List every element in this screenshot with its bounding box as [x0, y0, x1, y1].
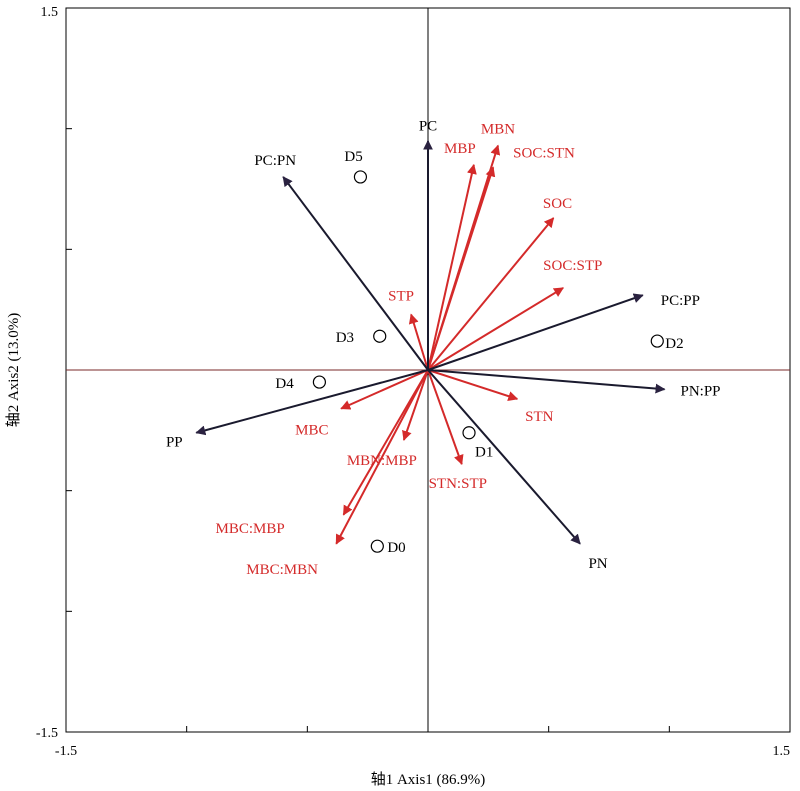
plant-arrow-pn	[427, 369, 581, 545]
plant-arrow-pc-pp	[427, 293, 644, 371]
plant-label-pc-pn: PC:PN	[254, 153, 296, 169]
x-axis-title: 轴1 Axis1 (86.9%)	[371, 771, 486, 788]
soil-label-mbn-mbp: MBN:MBP	[347, 453, 417, 469]
x-tick-left: -1.5	[55, 744, 77, 759]
soil-arrow-stp	[408, 313, 429, 371]
site-label-d2: D2	[665, 336, 683, 352]
soil-arrow-stn	[427, 369, 519, 401]
soil-arrow-mbc	[340, 369, 429, 410]
plant-label-pc: PC	[419, 119, 437, 135]
soil-arrow-soc	[427, 217, 555, 371]
site-point-d0	[370, 539, 384, 553]
plant-arrow-pn-pp	[427, 369, 666, 394]
soil-arrow-mbp	[427, 163, 477, 371]
soil-label-mbn: MBN	[481, 122, 515, 138]
axis-ticks	[65, 7, 791, 733]
soil-label-mbp: MBP	[444, 141, 476, 157]
plant-label-pp: PP	[166, 435, 183, 451]
soil-arrow-mbc-mbn	[335, 369, 429, 545]
soil-label-soc-stn: SOC:STN	[513, 145, 575, 161]
site-label-d4: D4	[275, 376, 294, 392]
site-label-d0: D0	[387, 540, 405, 556]
site-point-d4	[312, 375, 326, 389]
site-label-d3: D3	[336, 330, 354, 346]
y-axis-title: 轴2 Axis2 (13.0%)	[5, 313, 22, 428]
plant-arrow-pc-pn	[282, 176, 429, 371]
soil-label-mbc-mbp: MBC:MBP	[216, 521, 285, 537]
soil-label-mbc-mbn: MBC:MBN	[246, 562, 318, 578]
site-label-d1: D1	[475, 445, 493, 461]
soil-arrow-mbc-mbp	[342, 369, 429, 516]
site-point-d5	[353, 170, 368, 184]
soil-label-stp: STP	[388, 288, 414, 304]
soil-arrow-stn-stp	[427, 369, 464, 466]
plant-vectors: PC PC:PN PC:PP PN:PP PN PP	[166, 119, 721, 572]
soil-arrow-soc-stn	[427, 166, 496, 371]
site-point-d1	[462, 426, 476, 440]
soil-label-mbc: MBC	[295, 423, 328, 439]
site-point-d3	[373, 329, 387, 343]
soil-label-soc-stp: SOC:STP	[543, 258, 602, 274]
plant-label-pc-pp: PC:PP	[661, 293, 700, 309]
site-label-d5: D5	[344, 149, 362, 165]
soil-arrow-mbn-mbp	[402, 369, 429, 441]
y-tick-bottom: -1.5	[36, 726, 58, 741]
soil-vectors: MBN MBP SOC:STN SOC SOC:STP STP STN MBC MBN:MBP S…	[216, 122, 603, 578]
x-tick-right: 1.5	[773, 744, 791, 759]
site-point-d2	[650, 334, 664, 348]
plant-arrow-pp	[195, 369, 429, 436]
sites: D0 D1 D2 D3 D4 D5	[275, 149, 683, 556]
plant-label-pn-pp: PN:PP	[681, 383, 721, 399]
y-tick-top: 1.5	[41, 5, 59, 20]
soil-label-stn: STN	[525, 409, 554, 425]
soil-label-soc: SOC	[543, 196, 572, 212]
plant-label-pn: PN	[588, 556, 607, 572]
soil-arrow-soc-stp	[427, 287, 565, 371]
soil-label-stn-stp: STN:STP	[429, 476, 487, 492]
